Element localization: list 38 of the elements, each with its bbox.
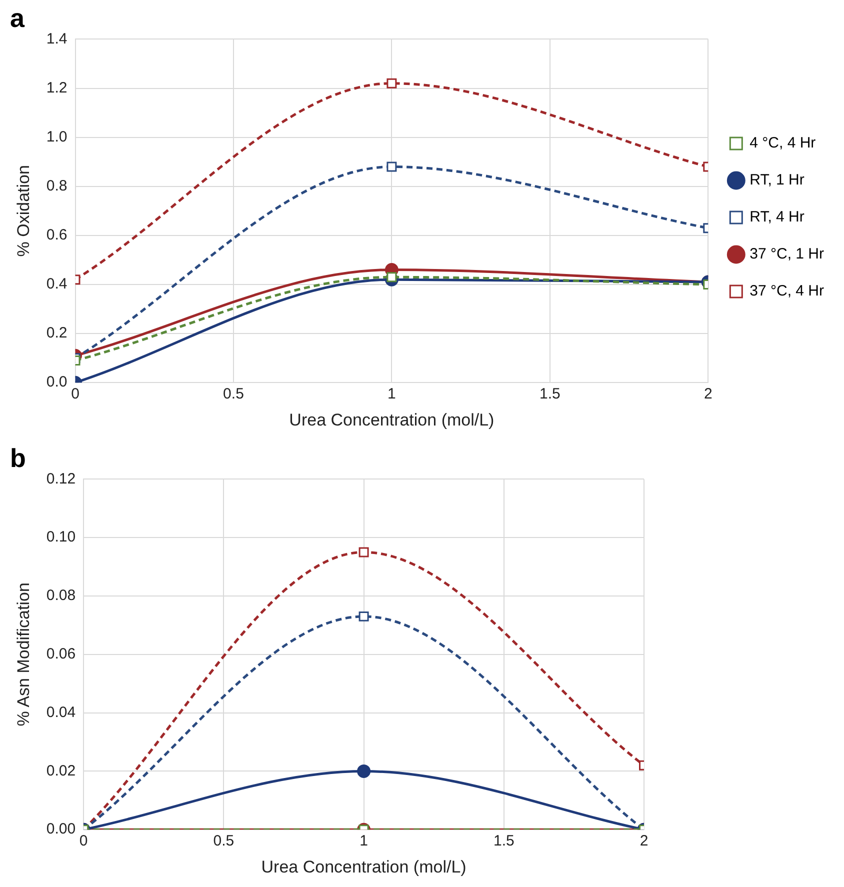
point	[358, 611, 369, 622]
x-axis-title: Urea Concentration (mol/L)	[261, 857, 466, 876]
y-tick-label: 0.00	[46, 820, 76, 838]
y-tick-label: 0.02	[46, 762, 76, 780]
y-tick-label: 0.10	[46, 528, 76, 546]
y-axis-title: % Oxidation	[14, 165, 33, 257]
x-tick-label: 2	[640, 832, 648, 850]
x-tick-label: 1.5	[539, 386, 560, 403]
y-tick-label: 1.4	[46, 30, 68, 48]
y-tick-label: 1.2	[46, 79, 68, 96]
x-tick-label: 0	[79, 832, 88, 850]
y-tick-label: 0.2	[46, 324, 68, 342]
point	[358, 547, 369, 558]
y-tick-label: 0.04	[46, 704, 76, 721]
y-tick-label: 0.08	[46, 587, 76, 604]
chart-title: a	[10, 2, 25, 33]
y-tick-label: 0.6	[46, 226, 68, 244]
x-axis-title: Urea Concentration (mol/L)	[289, 410, 494, 430]
y-tick-label: 0.0	[46, 374, 68, 391]
chart-title: b	[10, 442, 26, 473]
y-axis-title: % Asn Modification	[14, 582, 33, 726]
y-tick-label: 0.4	[46, 276, 68, 293]
legend-label: 4 °C, 4 Hr	[750, 134, 816, 152]
legend-label: 37 °C, 1 Hr	[750, 246, 824, 263]
legend-label: 37 °C, 4 Hr	[750, 282, 824, 300]
x-tick-label: 1	[388, 386, 396, 403]
y-tick-label: 0.06	[46, 646, 76, 663]
x-tick-label: 1.5	[493, 832, 514, 850]
x-tick-label: 2	[704, 386, 712, 403]
x-tick-label: 0.5	[213, 832, 234, 850]
x-tick-label: 1	[360, 832, 368, 850]
legend-label: RT, 1 Hr	[750, 172, 804, 189]
y-tick-label: 1.0	[46, 128, 68, 146]
x-tick-label: 0.5	[223, 386, 244, 403]
legend-label: RT, 4 Hr	[750, 208, 804, 226]
y-tick-label: 0.8	[46, 178, 68, 195]
x-tick-label: 0	[71, 386, 80, 403]
y-tick-label: 0.12	[46, 470, 76, 488]
